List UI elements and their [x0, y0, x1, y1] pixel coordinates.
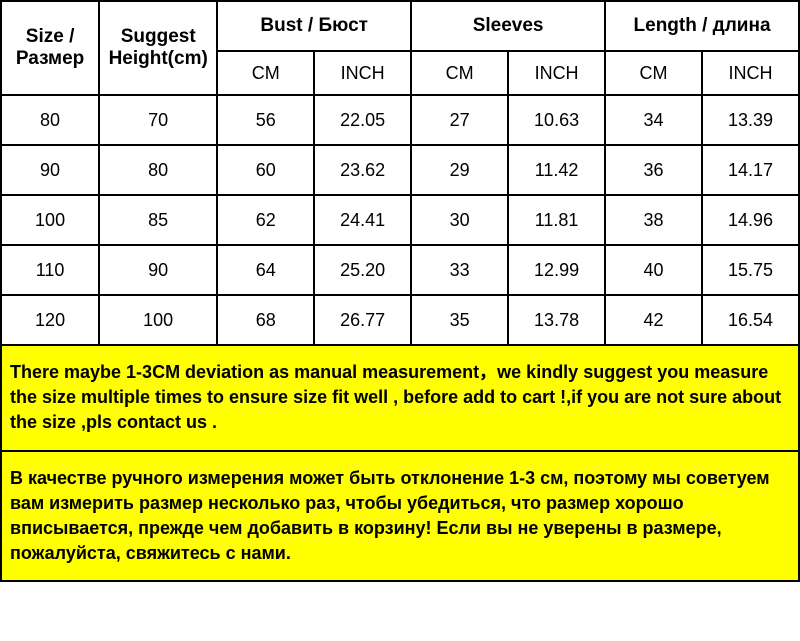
cell-sleeves-in: 13.78: [508, 295, 605, 345]
cell-height: 85: [99, 195, 217, 245]
cell-sleeves-in: 11.81: [508, 195, 605, 245]
header-sleeves-inch: INCH: [508, 51, 605, 95]
header-height: Suggest Height(cm): [99, 1, 217, 95]
header-bust: Bust / Бюст: [217, 1, 411, 51]
header-sleeves-cm: CM: [411, 51, 508, 95]
cell-sleeves-cm: 27: [411, 95, 508, 145]
header-bust-cm: CM: [217, 51, 314, 95]
header-length: Length / длина: [605, 1, 799, 51]
cell-bust-in: 23.62: [314, 145, 411, 195]
cell-length-cm: 36: [605, 145, 702, 195]
cell-sleeves-cm: 35: [411, 295, 508, 345]
cell-length-cm: 42: [605, 295, 702, 345]
note-row-ru: В качестве ручного измерения может быть …: [1, 451, 799, 582]
cell-size: 80: [1, 95, 99, 145]
cell-length-in: 14.17: [702, 145, 799, 195]
cell-length-in: 14.96: [702, 195, 799, 245]
header-size: Size / Размер: [1, 1, 99, 95]
note-row-en: There maybe 1-3CM deviation as manual me…: [1, 345, 799, 451]
header-sleeves: Sleeves: [411, 1, 605, 51]
cell-bust-cm: 68: [217, 295, 314, 345]
cell-length-cm: 40: [605, 245, 702, 295]
cell-bust-in: 25.20: [314, 245, 411, 295]
cell-height: 80: [99, 145, 217, 195]
cell-bust-in: 26.77: [314, 295, 411, 345]
cell-height: 100: [99, 295, 217, 345]
size-chart-table: Size / Размер Suggest Height(cm) Bust / …: [0, 0, 800, 582]
table-row: 110 90 64 25.20 33 12.99 40 15.75: [1, 245, 799, 295]
cell-bust-cm: 64: [217, 245, 314, 295]
cell-length-in: 15.75: [702, 245, 799, 295]
table-row: 90 80 60 23.62 29 11.42 36 14.17: [1, 145, 799, 195]
header-row-1: Size / Размер Suggest Height(cm) Bust / …: [1, 1, 799, 51]
cell-bust-cm: 62: [217, 195, 314, 245]
header-bust-inch: INCH: [314, 51, 411, 95]
cell-sleeves-cm: 29: [411, 145, 508, 195]
cell-size: 90: [1, 145, 99, 195]
cell-size: 120: [1, 295, 99, 345]
cell-sleeves-in: 10.63: [508, 95, 605, 145]
cell-height: 90: [99, 245, 217, 295]
cell-bust-in: 22.05: [314, 95, 411, 145]
table-row: 80 70 56 22.05 27 10.63 34 13.39: [1, 95, 799, 145]
cell-bust-cm: 60: [217, 145, 314, 195]
cell-sleeves-in: 11.42: [508, 145, 605, 195]
header-length-cm: CM: [605, 51, 702, 95]
table-row: 100 85 62 24.41 30 11.81 38 14.96: [1, 195, 799, 245]
note-english: There maybe 1-3CM deviation as manual me…: [1, 345, 799, 451]
cell-sleeves-in: 12.99: [508, 245, 605, 295]
cell-length-in: 16.54: [702, 295, 799, 345]
cell-height: 70: [99, 95, 217, 145]
cell-bust-in: 24.41: [314, 195, 411, 245]
note-russian: В качестве ручного измерения может быть …: [1, 451, 799, 582]
table-row: 120 100 68 26.77 35 13.78 42 16.54: [1, 295, 799, 345]
cell-size: 100: [1, 195, 99, 245]
cell-bust-cm: 56: [217, 95, 314, 145]
header-length-inch: INCH: [702, 51, 799, 95]
cell-length-in: 13.39: [702, 95, 799, 145]
cell-size: 110: [1, 245, 99, 295]
cell-length-cm: 38: [605, 195, 702, 245]
cell-sleeves-cm: 33: [411, 245, 508, 295]
cell-sleeves-cm: 30: [411, 195, 508, 245]
cell-length-cm: 34: [605, 95, 702, 145]
